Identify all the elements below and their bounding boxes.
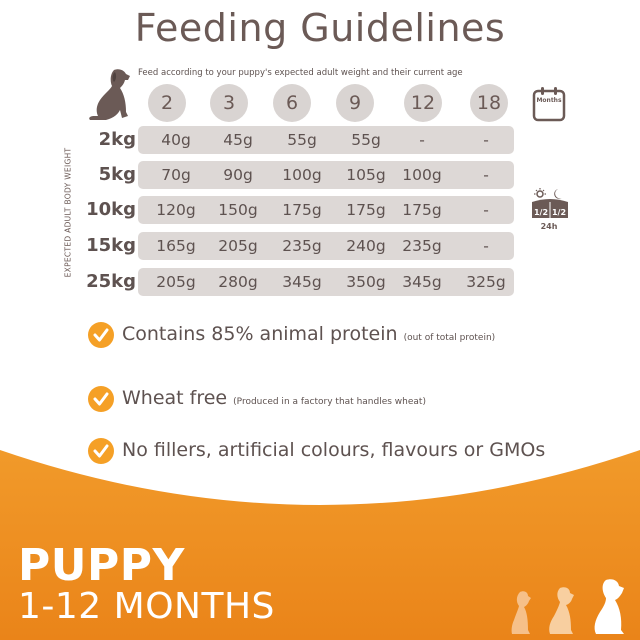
table-row: 25kg 205g 280g 345g 350g 345g 325g xyxy=(80,268,514,296)
table-cell: 40g xyxy=(161,131,191,149)
table-cell: - xyxy=(483,237,489,255)
sitting-dog-icon xyxy=(89,69,130,120)
table-cell: 175g xyxy=(402,201,442,219)
table-row: 10kg 120g 150g 175g 175g 175g - xyxy=(80,196,514,224)
age-18: 18 xyxy=(470,84,508,122)
age-12: 12 xyxy=(404,84,442,122)
table-cell: 350g xyxy=(346,273,386,291)
table-cell: 70g xyxy=(161,166,191,184)
table-cell: 345g xyxy=(282,273,322,291)
table-cell: 55g xyxy=(351,131,381,149)
daily-label: 24h xyxy=(540,222,558,231)
weight-label: 5kg xyxy=(98,164,136,185)
feature-text: No fillers, artificial colours, flavours… xyxy=(122,439,546,461)
portion-label-night: 1/2 xyxy=(552,208,566,217)
table-cell: 205g xyxy=(218,237,258,255)
axis-label-body-weight: EXPECTED ADULT BODY WEIGHT xyxy=(63,147,73,278)
table-cell: - xyxy=(483,166,489,184)
table-cell: 90g xyxy=(223,166,253,184)
table-row: 15kg 165g 205g 235g 240g 235g - xyxy=(80,232,514,260)
table-cell: 235g xyxy=(402,237,442,255)
table-cell: 120g xyxy=(156,201,196,219)
check-icon xyxy=(88,322,114,348)
table-cell: 150g xyxy=(218,201,258,219)
table-row: 5kg 70g 90g 100g 105g 100g - xyxy=(80,161,514,189)
table-cell: 105g xyxy=(346,166,386,184)
feature-note: (out of total protein) xyxy=(403,333,496,343)
table-cell: 55g xyxy=(287,131,317,149)
table-cell: 165g xyxy=(156,237,196,255)
sun-moon-daily-split-icon: 1/2 1/2 xyxy=(532,188,568,218)
portion-label-day: 1/2 xyxy=(534,208,548,217)
table-row: 2kg 40g 45g 55g 55g - - xyxy=(80,126,514,154)
page-title: Feeding Guidelines xyxy=(134,6,506,50)
check-icon xyxy=(88,386,114,412)
table-cell: 175g xyxy=(282,201,322,219)
weight-label: 2kg xyxy=(98,129,136,150)
table-cell: 240g xyxy=(346,237,386,255)
feature-text: Wheat free xyxy=(122,387,228,409)
weight-label: 10kg xyxy=(86,199,136,220)
table-cell: - xyxy=(483,201,489,219)
table-cell: 280g xyxy=(218,273,258,291)
age-2: 2 xyxy=(148,84,186,122)
table-cell: 345g xyxy=(402,273,442,291)
table-cell: 235g xyxy=(282,237,322,255)
table-cell: - xyxy=(483,131,489,149)
banner-title: PUPPY xyxy=(18,540,185,591)
feature-text: Contains 85% animal protein xyxy=(122,323,398,345)
banner-subtitle: 1-12 MONTHS xyxy=(18,586,275,627)
table-cell: 325g xyxy=(466,273,506,291)
weight-label: 15kg xyxy=(86,235,136,256)
age-9: 9 xyxy=(336,84,374,122)
table-cell: 175g xyxy=(346,201,386,219)
calendar-icon xyxy=(532,87,566,122)
months-label: Months xyxy=(536,97,562,104)
puppy-silhouettes-icon xyxy=(511,579,624,634)
feature-note: (Produced in a factory that handles whea… xyxy=(233,397,426,407)
table-cell: 205g xyxy=(156,273,196,291)
table-cell: 100g xyxy=(402,166,442,184)
table-cell: 100g xyxy=(282,166,322,184)
table-cell: 45g xyxy=(223,131,253,149)
age-3: 3 xyxy=(210,84,248,122)
check-icon xyxy=(88,438,114,464)
age-6: 6 xyxy=(273,84,311,122)
feeding-instructions: Feed according to your puppy's expected … xyxy=(138,68,463,78)
table-cell: - xyxy=(419,131,425,149)
weight-label: 25kg xyxy=(86,271,136,292)
age-header-row: 2 3 6 9 12 18 xyxy=(140,84,516,122)
